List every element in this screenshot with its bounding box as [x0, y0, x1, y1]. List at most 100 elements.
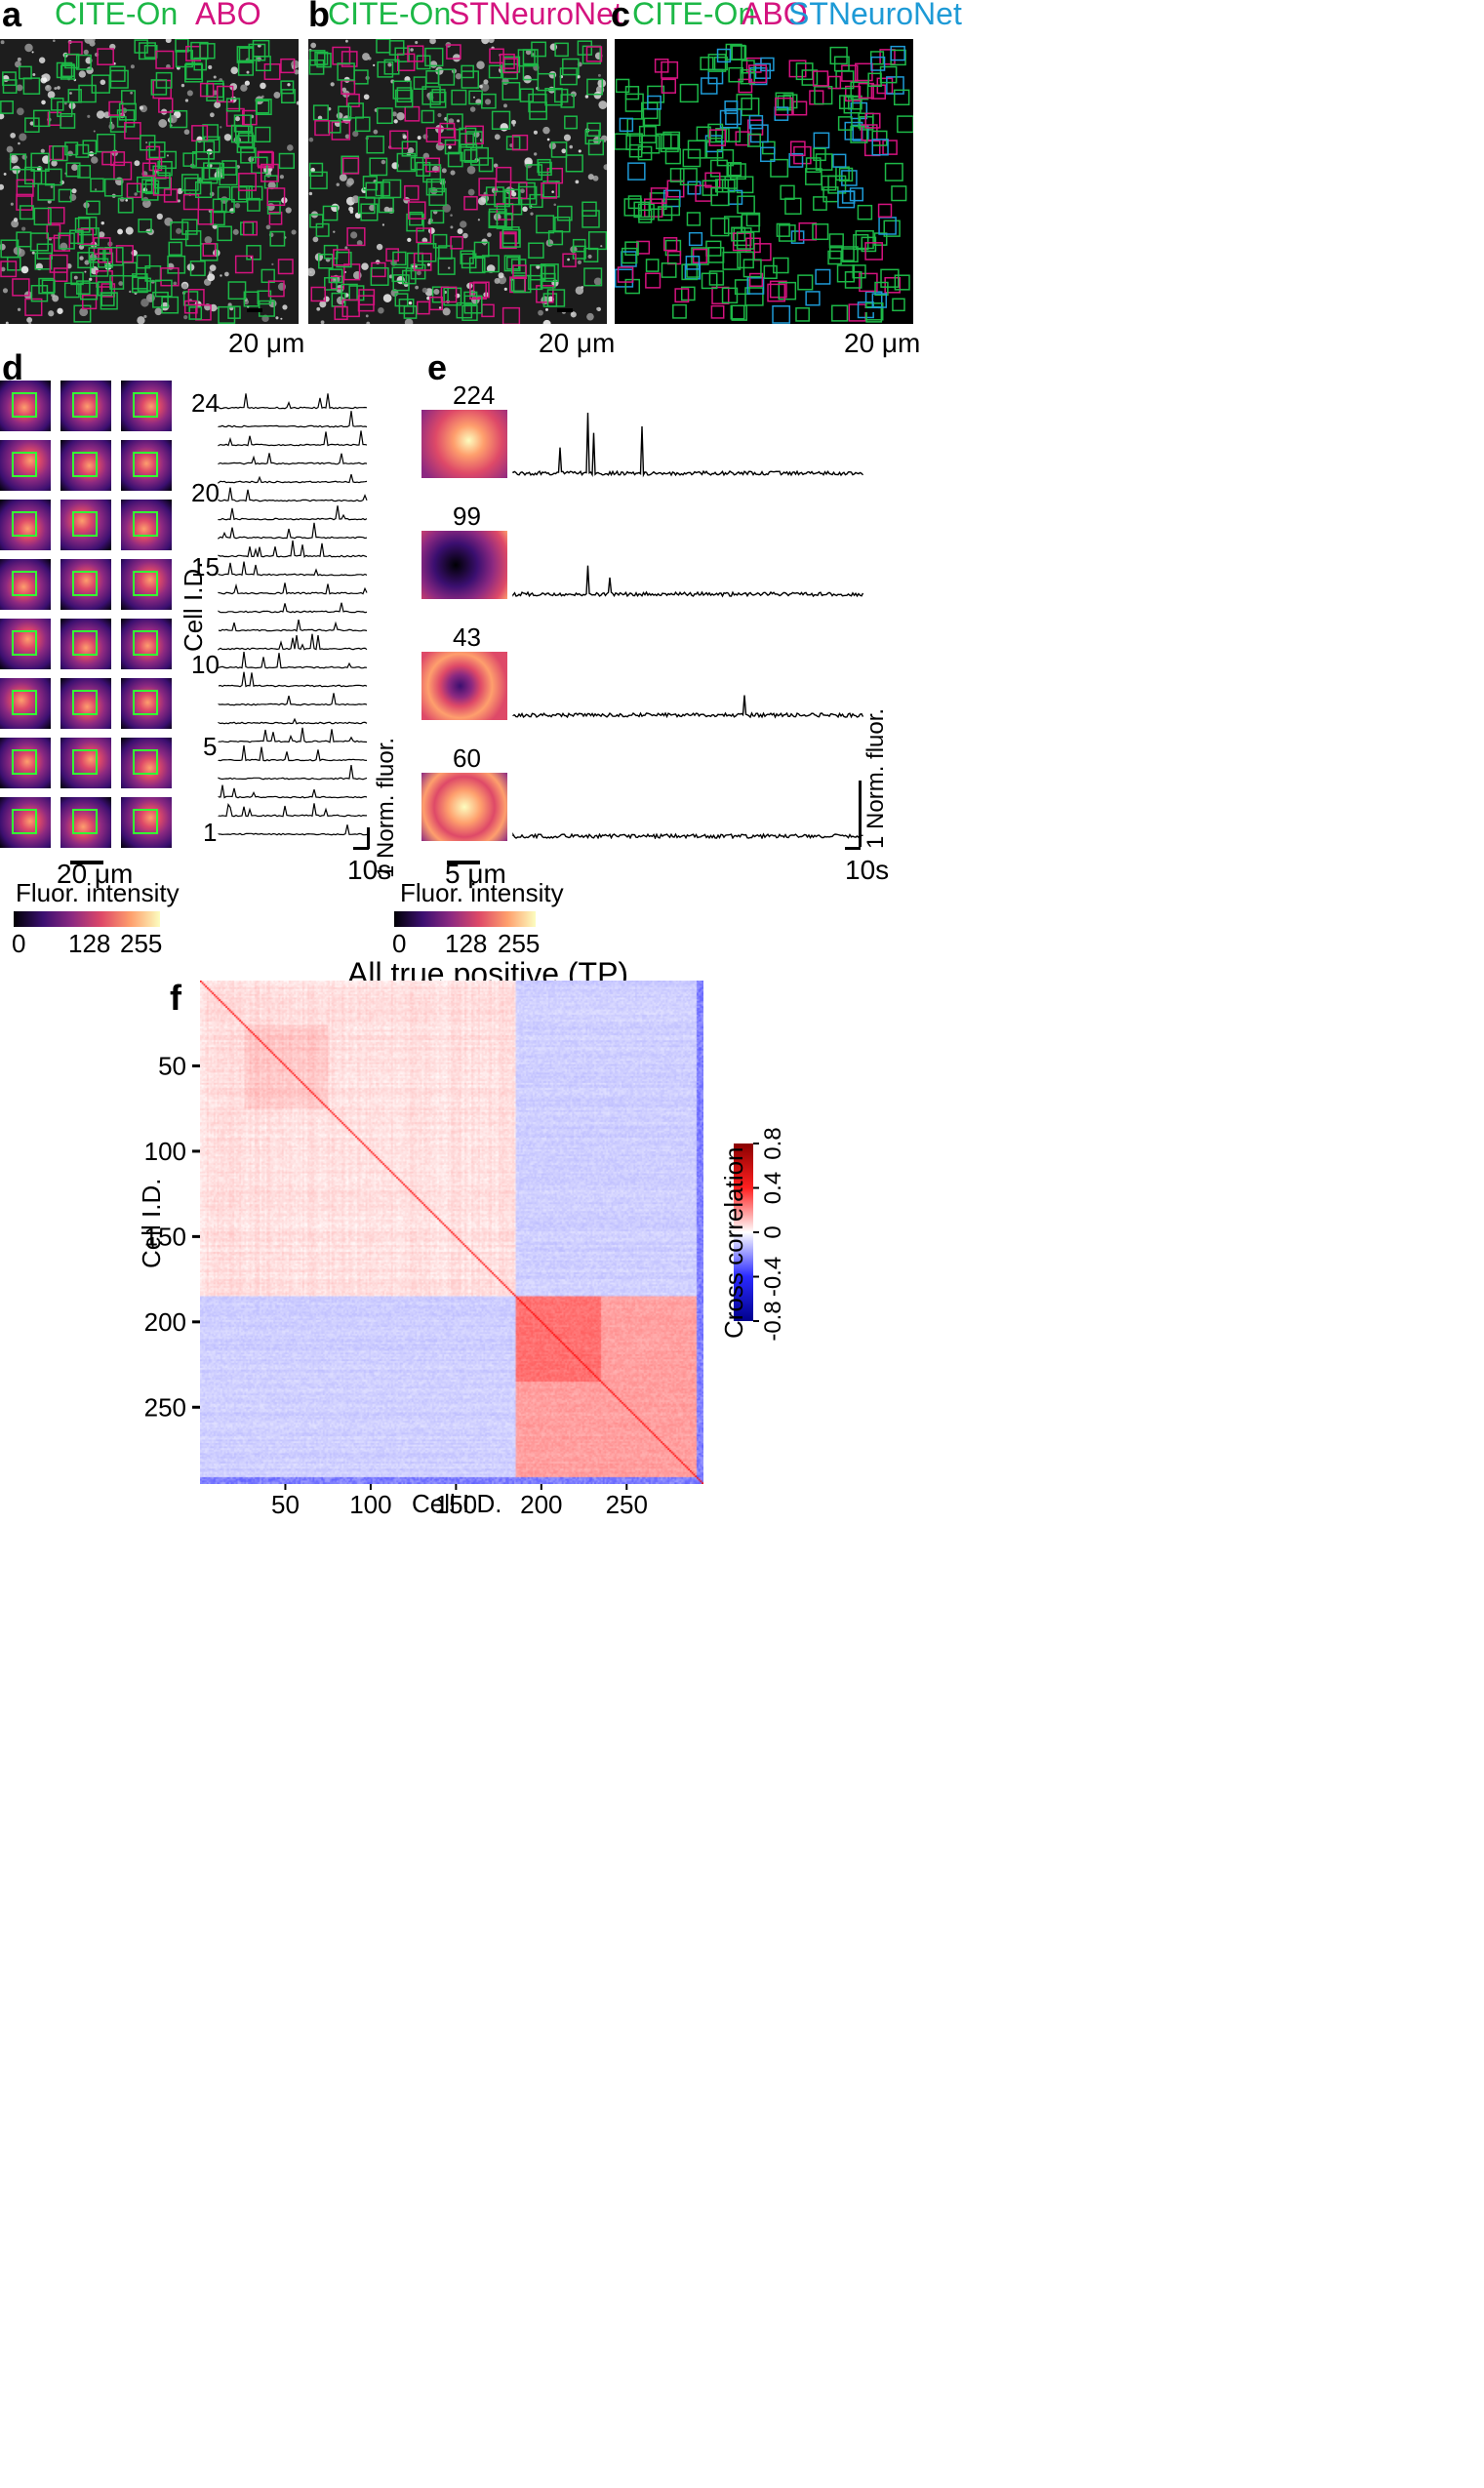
roi-box	[623, 198, 642, 217]
ytick-label: 100	[144, 1137, 186, 1166]
roi-box	[587, 140, 605, 156]
speckle	[378, 306, 384, 314]
speckle	[546, 138, 550, 141]
speckle	[438, 306, 442, 309]
scalebar-e	[447, 861, 480, 864]
speckle	[488, 39, 495, 44]
roi-box	[517, 185, 538, 206]
roi-box	[867, 72, 882, 88]
traces-d	[218, 393, 368, 836]
calcium-trace	[512, 832, 863, 839]
roi-box	[201, 167, 219, 184]
roi-box	[444, 139, 461, 155]
roi-box	[100, 283, 116, 298]
roi-box	[788, 152, 804, 168]
speckle	[91, 156, 99, 164]
roi-box	[838, 167, 854, 182]
heatmap-axes: 50 100 150 200 250 50 100 150 200 250 0.8 0.4 0 -0.4 -…	[144, 1051, 786, 1519]
roi-box	[431, 286, 449, 303]
speckle	[11, 220, 20, 228]
roi-box	[731, 45, 747, 60]
speckle	[381, 223, 385, 226]
roi-box	[461, 253, 477, 269]
speckle	[246, 70, 250, 74]
roi-box	[624, 86, 640, 100]
roi-box	[801, 69, 819, 86]
speckle	[134, 192, 138, 196]
speckle	[296, 100, 299, 105]
roi-box	[447, 151, 463, 168]
roi-box	[96, 270, 113, 288]
roi-box	[687, 140, 706, 159]
speckle	[84, 270, 87, 273]
roi-box	[893, 89, 910, 106]
roi-box	[137, 277, 152, 292]
speckle	[310, 42, 317, 49]
roi-box	[731, 226, 746, 242]
roi-box	[871, 293, 888, 308]
colorbar-tick-e-128: 128	[445, 929, 488, 958]
roi-box	[72, 452, 98, 477]
roi-box	[582, 201, 597, 218]
roi-box	[666, 180, 685, 198]
scalebar-c	[862, 308, 878, 312]
speckle	[45, 84, 52, 92]
roi-box	[546, 289, 566, 307]
speckle	[48, 310, 55, 317]
roi-box	[637, 203, 655, 221]
speckle	[479, 84, 483, 89]
roi-box	[662, 198, 681, 217]
roi-box	[540, 263, 559, 282]
roi-thumbnail	[60, 678, 111, 729]
roi-thumbnail	[0, 797, 51, 848]
roi-box	[827, 250, 842, 265]
roi-box	[145, 145, 161, 161]
roi-box	[101, 151, 116, 166]
speckle	[149, 297, 152, 300]
speckle	[69, 92, 72, 95]
speckle	[586, 312, 594, 321]
roi-box	[167, 255, 186, 274]
roi-box	[133, 392, 158, 418]
roi-box	[710, 186, 730, 207]
roi-box	[109, 65, 126, 82]
speckle	[312, 236, 319, 243]
speckle	[177, 199, 180, 203]
speckle	[18, 141, 20, 145]
roi-box	[494, 190, 510, 208]
roi-box	[309, 214, 324, 228]
roi-box	[154, 279, 173, 298]
roi-box	[858, 82, 874, 100]
heatmap-xlabel: Cell I.D.	[412, 1489, 502, 1518]
speckle	[450, 214, 453, 217]
roi-box	[469, 282, 487, 300]
speckle	[204, 236, 213, 244]
roi-box	[12, 452, 37, 477]
speckle	[213, 75, 217, 79]
roi-box	[430, 178, 446, 193]
roi-box	[489, 48, 504, 64]
speckle	[498, 272, 504, 279]
roi-box	[721, 287, 739, 304]
speckle	[316, 306, 321, 311]
roi-box	[12, 278, 30, 297]
calcium-trace	[218, 474, 368, 484]
roi-box	[168, 241, 182, 257]
roi-box	[82, 294, 98, 310]
speckle	[600, 245, 603, 248]
roi-box	[763, 264, 778, 280]
calcium-trace	[512, 695, 864, 719]
speckle	[477, 219, 480, 221]
roi-box	[727, 162, 742, 177]
roi-box	[378, 197, 394, 214]
roi-box	[450, 236, 463, 250]
colorbar-title-e: Fluor. intensity	[400, 878, 564, 907]
roi-box	[664, 148, 681, 165]
speckle	[279, 175, 284, 180]
roi-box	[891, 185, 907, 202]
cell-image	[421, 773, 507, 841]
speckle	[118, 281, 124, 286]
roi-box	[488, 208, 507, 227]
roi-box	[12, 571, 37, 596]
roi-box	[241, 109, 258, 126]
